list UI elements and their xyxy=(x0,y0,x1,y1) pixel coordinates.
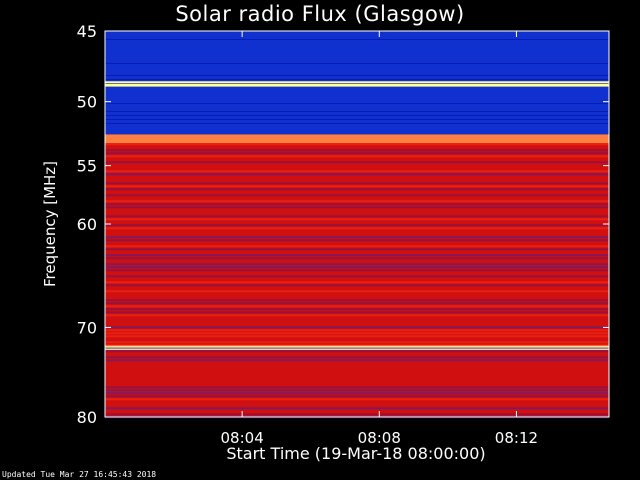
texture-stripe xyxy=(105,305,609,308)
updated-timestamp: Updated Tue Mar 27 16:45:43 2018 xyxy=(2,470,157,479)
texture-stripe xyxy=(105,290,609,293)
texture-stripe xyxy=(105,269,609,272)
texture-stripe xyxy=(105,218,609,221)
y-tick-label-4: 70 xyxy=(77,318,97,337)
y-tick-label-5: 80 xyxy=(77,408,97,427)
texture-stripe xyxy=(105,275,609,278)
texture-stripe xyxy=(105,203,609,206)
texture-stripe xyxy=(105,395,609,398)
frequency-band-3 xyxy=(105,134,609,144)
texture-stripe xyxy=(105,302,609,305)
texture-stripe xyxy=(105,215,609,218)
y-tick-label-3: 60 xyxy=(77,215,97,234)
texture-stripe xyxy=(105,266,609,269)
texture-stripe xyxy=(105,245,609,248)
texture-stripe xyxy=(105,206,609,209)
x-tick-label-1: 08:08 xyxy=(358,429,401,447)
chart-title: Solar radio Flux (Glasgow) xyxy=(175,2,465,26)
texture-stripe xyxy=(105,39,609,40)
texture-stripe xyxy=(105,170,609,173)
frequency-band-1 xyxy=(105,81,609,87)
texture-stripe xyxy=(105,152,609,155)
x-tick-label-2: 08:12 xyxy=(495,429,538,447)
y-tick-label-1: 50 xyxy=(77,93,97,112)
y-tick-label-0: 45 xyxy=(77,22,97,41)
texture-stripe xyxy=(105,224,609,227)
texture-stripe xyxy=(105,407,609,410)
texture-stripe xyxy=(105,248,609,251)
texture-stripe xyxy=(105,347,609,350)
texture-stripe xyxy=(105,123,609,124)
texture-stripe xyxy=(105,149,609,152)
texture-stripe xyxy=(105,75,609,76)
texture-stripe xyxy=(105,398,609,401)
texture-stripe xyxy=(105,161,609,164)
texture-stripe xyxy=(105,143,609,146)
x-axis-label: Start Time (19-Mar-18 08:00:00) xyxy=(226,444,486,463)
texture-stripe xyxy=(105,79,609,80)
texture-stripe xyxy=(105,326,609,329)
texture-stripe xyxy=(105,314,609,317)
texture-stripe xyxy=(105,115,609,116)
texture-stripe xyxy=(105,200,609,203)
texture-stripe xyxy=(105,329,609,332)
texture-stripe xyxy=(105,281,609,284)
texture-stripe xyxy=(105,332,609,335)
texture-stripe xyxy=(105,103,609,104)
texture-stripe xyxy=(105,194,609,197)
texture-stripe xyxy=(105,344,609,347)
texture-stripe xyxy=(105,173,609,176)
texture-stripe xyxy=(105,185,609,188)
texture-stripe xyxy=(105,236,609,239)
texture-stripe xyxy=(105,389,609,392)
x-tick-label-0: 08:04 xyxy=(221,429,264,447)
y-axis-label: Frequency [MHz] xyxy=(41,160,59,288)
texture-stripe xyxy=(105,299,609,302)
texture-stripe xyxy=(105,63,609,64)
texture-stripe xyxy=(105,284,609,287)
texture-stripe xyxy=(105,227,609,230)
texture-stripe xyxy=(105,350,609,353)
frequency-band-2 xyxy=(105,86,609,135)
texture-stripe xyxy=(105,83,609,84)
texture-stripe xyxy=(105,335,609,338)
texture-stripe xyxy=(105,341,609,344)
texture-stripe xyxy=(105,239,609,242)
texture-stripe xyxy=(105,413,609,416)
texture-stripe xyxy=(105,359,609,362)
texture-stripe xyxy=(105,188,609,191)
texture-stripe xyxy=(105,386,609,389)
texture-stripe xyxy=(105,257,609,260)
texture-stripe xyxy=(105,111,609,112)
texture-stripe xyxy=(105,311,609,314)
texture-stripe xyxy=(105,308,609,311)
texture-stripe xyxy=(105,392,609,395)
texture-stripe xyxy=(105,182,609,185)
texture-stripe xyxy=(105,263,609,266)
texture-stripe xyxy=(105,119,609,120)
texture-stripe xyxy=(105,254,609,257)
texture-stripe xyxy=(105,356,609,359)
y-tick-label-2: 55 xyxy=(77,157,97,176)
frequency-band-0 xyxy=(105,31,609,82)
texture-stripe xyxy=(105,155,609,158)
